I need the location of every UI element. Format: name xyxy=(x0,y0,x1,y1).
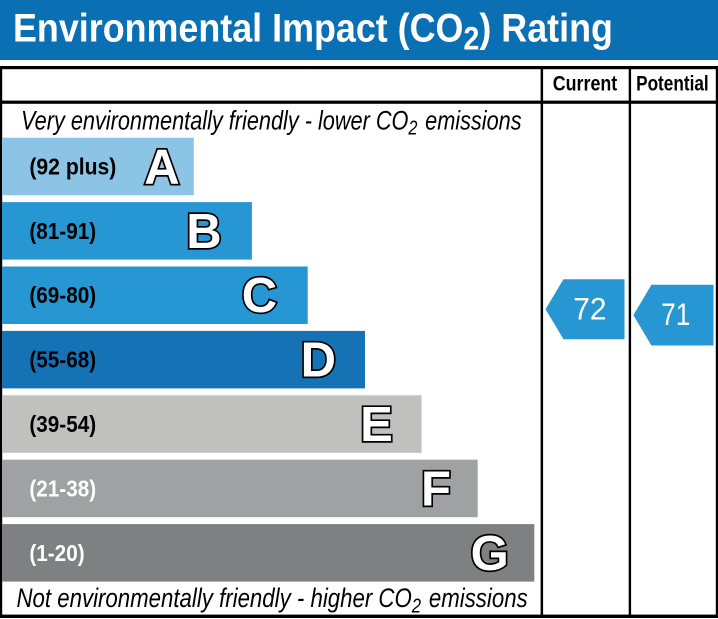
svg-text:B: B xyxy=(186,205,221,259)
svg-text:(1-20): (1-20) xyxy=(29,540,84,566)
svg-text:A: A xyxy=(144,140,179,194)
svg-text:C: C xyxy=(242,269,277,323)
svg-text:D: D xyxy=(301,334,336,388)
svg-text:F: F xyxy=(421,462,451,516)
svg-text:(92 plus): (92 plus) xyxy=(29,154,116,180)
svg-text:(69-80): (69-80) xyxy=(29,282,96,308)
svg-text:Current: Current xyxy=(553,72,618,96)
svg-text:Potential: Potential xyxy=(636,72,709,96)
svg-text:(21-38): (21-38) xyxy=(29,475,96,501)
svg-text:G: G xyxy=(471,527,509,581)
svg-text:72: 72 xyxy=(573,291,606,327)
svg-text:Environmental Impact (CO2) Rat: Environmental Impact (CO2) Rating xyxy=(13,7,613,57)
svg-text:Very environmentally friendly: Very environmentally friendly - lower CO… xyxy=(21,106,522,139)
svg-text:Not environmentally friendly -: Not environmentally friendly - higher CO… xyxy=(17,584,528,617)
svg-text:(81-91): (81-91) xyxy=(29,218,96,244)
svg-text:(55-68): (55-68) xyxy=(29,347,96,373)
svg-text:E: E xyxy=(360,398,393,452)
svg-text:71: 71 xyxy=(661,298,690,333)
svg-text:(39-54): (39-54) xyxy=(29,411,96,437)
